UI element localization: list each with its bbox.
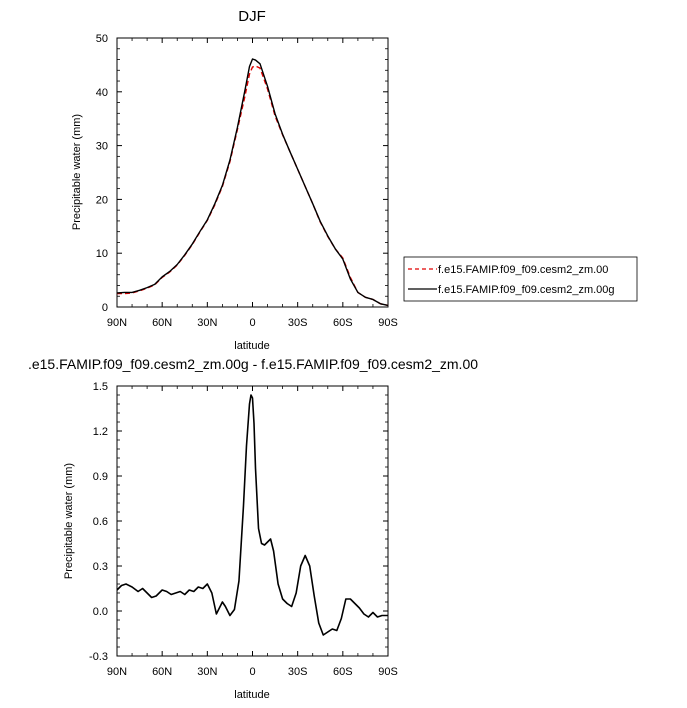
bottom-series-line-1 — [116, 394, 388, 636]
bottom-y-tick-label-5: 1.2 — [93, 426, 108, 438]
top-y-tick-label-2: 20 — [96, 194, 108, 206]
bottom-chart: .e15.FAMIP.f09_f09.cesm2_zm.00g - f.e15.… — [28, 356, 478, 701]
bottom-y-tick-label-3: 0.6 — [93, 516, 108, 528]
bottom-x-tick-label-2: 30N — [197, 666, 217, 678]
top-series-lines — [116, 58, 389, 307]
bottom-y-tick-label-6: 1.5 — [93, 381, 108, 393]
top-plot-frame — [116, 37, 389, 308]
top-y-tick-label-5: 50 — [96, 33, 108, 45]
top-x-axis-label: latitude — [234, 340, 269, 352]
bottom-x-tick-label-6: 90S — [378, 666, 398, 678]
top-series-line-2 — [116, 58, 389, 307]
top-y-tick-label-4: 40 — [96, 87, 108, 99]
top-x-tick-label-6: 90S — [378, 317, 398, 329]
top-x-tick-label-0: 90N — [107, 317, 127, 329]
top-chart-title: DJF — [238, 8, 266, 25]
bottom-chart-title: .e15.FAMIP.f09_f09.cesm2_zm.00g - f.e15.… — [28, 356, 478, 372]
bottom-plot-frame — [116, 385, 389, 657]
top-chart: DJF 90N 60N 30N 0 30S 60S 90S 0 10 20 30 40 50 latit… — [71, 8, 398, 352]
top-y-tick-label-1: 10 — [96, 248, 108, 260]
top-y-axis-label: Precipitable water (mm) — [71, 114, 83, 230]
top-y-tick-label-0: 0 — [102, 302, 108, 314]
bottom-x-tick-label-3: 0 — [249, 666, 255, 678]
bottom-y-tick-label-1: 0.0 — [93, 606, 108, 618]
top-x-tick-label-1: 60N — [152, 317, 172, 329]
legend-label-series-2: f.e15.FAMIP.f09_f09.cesm2_zm.00g — [438, 284, 615, 296]
top-x-tick-label-4: 30S — [288, 317, 308, 329]
top-x-tick-label-5: 60S — [333, 317, 353, 329]
bottom-axis-ticks: 90N 60N 30N 0 30S 60S 90S -0.3 0.0 0.3 0.6 0.9 1.2 1.… — [89, 381, 398, 678]
top-y-tick-label-3: 30 — [96, 141, 108, 153]
top-x-tick-label-2: 30N — [197, 317, 217, 329]
bottom-y-axis-label: Precipitable water (mm) — [63, 463, 75, 579]
legend: f.e15.FAMIP.f09_f09.cesm2_zm.00 f.e15.FA… — [403, 256, 638, 302]
legend-label-series-1: f.e15.FAMIP.f09_f09.cesm2_zm.00 — [438, 264, 608, 276]
bottom-y-tick-label-0: -0.3 — [89, 651, 108, 663]
bottom-y-tick-label-4: 0.9 — [93, 471, 108, 483]
top-x-tick-label-3: 0 — [249, 317, 255, 329]
top-axis-ticks: 90N 60N 30N 0 30S 60S 90S 0 10 20 30 40 50 — [96, 33, 398, 329]
legend-box — [403, 256, 638, 302]
bottom-x-tick-label-1: 60N — [152, 666, 172, 678]
bottom-x-tick-label-0: 90N — [107, 666, 127, 678]
bottom-y-tick-label-2: 0.3 — [93, 561, 108, 573]
bottom-series-lines — [116, 394, 388, 636]
bottom-x-axis-label: latitude — [234, 689, 269, 701]
bottom-x-tick-label-4: 30S — [288, 666, 308, 678]
bottom-x-tick-label-5: 60S — [333, 666, 353, 678]
